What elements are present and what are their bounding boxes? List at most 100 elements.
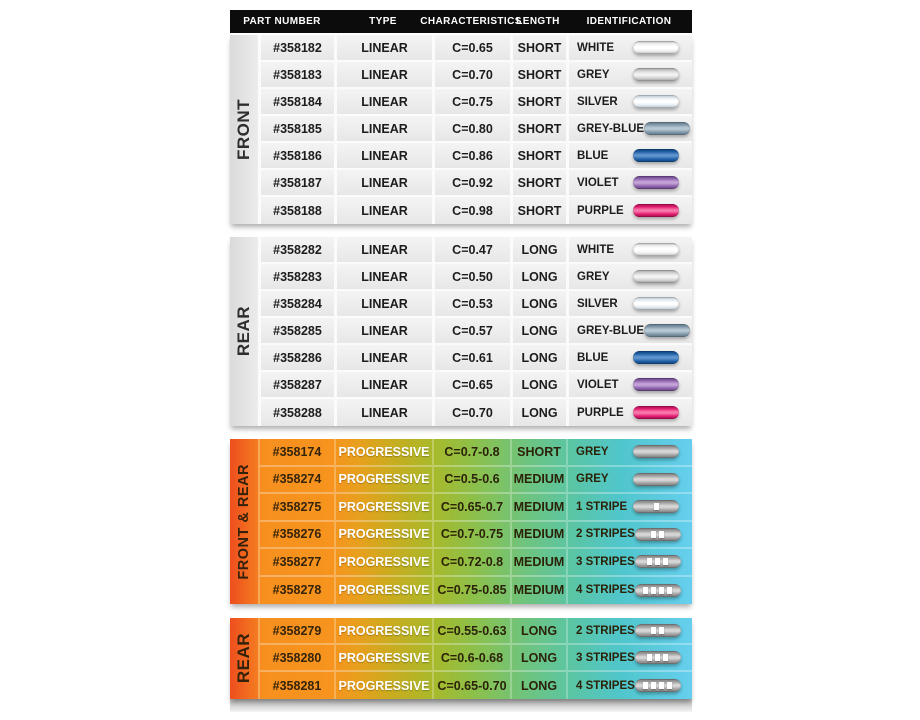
spring-icon-silver xyxy=(633,297,679,310)
cell-characteristics: C=0.65-0.70 xyxy=(432,672,510,699)
identification-label: GREY xyxy=(576,445,609,458)
spring-icon-proggrey-1-stripes xyxy=(633,500,679,514)
header-cell-identification: IDENTIFICATION xyxy=(586,16,672,27)
cell-characteristics: C=0.7-0.75 xyxy=(432,521,510,549)
identification-label: GREY xyxy=(577,68,610,81)
identification-label: 2 STRIPES xyxy=(576,624,635,637)
cell-part-number: #358282 xyxy=(258,237,334,264)
cell-identification: GREY-BLUE xyxy=(566,116,692,143)
stripe-mark xyxy=(663,654,669,661)
header-cell-length: LENGTH xyxy=(516,16,560,27)
stripe-mark xyxy=(651,530,657,538)
cell-characteristics: C=0.80 xyxy=(432,116,510,143)
cell-type: PROGRESSIVE xyxy=(334,521,432,549)
cell-part-number: #358284 xyxy=(258,291,334,318)
identification-label: 3 STRIPES xyxy=(576,651,635,664)
cell-identification: BLUE xyxy=(566,143,692,170)
cell-length: SHORT xyxy=(510,170,566,197)
cell-type: LINEAR xyxy=(334,35,432,62)
identification-label: BLUE xyxy=(577,149,609,162)
parts-table: PART NUMBER TYPE CHARACTERISTICS LENGTH IDEN… xyxy=(230,10,692,712)
cell-part-number: #358286 xyxy=(258,345,334,372)
identification-label: GREY xyxy=(576,473,609,486)
cell-characteristics: C=0.65 xyxy=(432,35,510,62)
cell-identification: 4 STRIPES xyxy=(566,576,692,604)
cell-type: PROGRESSIVE xyxy=(334,466,432,494)
cell-length: SHORT xyxy=(510,143,566,170)
cell-identification: 2 STRIPES xyxy=(566,521,692,549)
header-cell-part-number: PART NUMBER xyxy=(243,16,321,27)
cell-length: SHORT xyxy=(510,439,566,467)
table-body: FRONT #358182 LINEAR C=0.65 SHORT WHITE #35818… xyxy=(230,35,692,699)
identification-label: WHITE xyxy=(577,243,615,256)
stripe-mark xyxy=(667,682,673,689)
cell-type: LINEAR xyxy=(334,89,432,116)
section-label: REAR xyxy=(230,237,258,426)
identification-label: GREY-BLUE xyxy=(577,122,645,135)
cell-characteristics: C=0.86 xyxy=(432,143,510,170)
cell-characteristics: C=0.50 xyxy=(432,264,510,291)
cell-part-number: #358279 xyxy=(258,618,334,645)
spring-icon-grey xyxy=(633,68,679,81)
table-footer-bar xyxy=(230,699,692,712)
cell-part-number: #358174 xyxy=(258,439,334,467)
cell-part-number: #358274 xyxy=(258,466,334,494)
section-label: FRONT & REAR xyxy=(230,439,258,604)
cell-identification: GREY xyxy=(566,466,692,494)
cell-part-number: #358276 xyxy=(258,521,334,549)
identification-label: SILVER xyxy=(577,95,618,108)
stripe-mark xyxy=(659,682,665,689)
cell-length: MEDIUM xyxy=(510,466,566,494)
section-label: FRONT xyxy=(230,35,258,224)
section-rear-1: REAR #358282 LINEAR C=0.47 LONG WHITE #358283 L… xyxy=(230,237,692,426)
cell-length: LONG xyxy=(510,345,566,372)
section-label-text: FRONT xyxy=(234,98,253,161)
cell-identification: VIOLET xyxy=(566,170,692,197)
spring-icon-proggrey xyxy=(633,472,679,486)
section-front-rear-2: FRONT & REAR #358174 PROGRESSIVE C=0.7-0.8 S… xyxy=(230,439,692,604)
cell-type: LINEAR xyxy=(334,62,432,89)
cell-characteristics: C=0.47 xyxy=(432,237,510,264)
stripe-mark xyxy=(647,654,653,661)
cell-type: LINEAR xyxy=(334,345,432,372)
identification-label: 1 STRIPE xyxy=(576,500,628,513)
section-label-text: REAR xyxy=(234,633,253,684)
cell-type: LINEAR xyxy=(334,399,432,426)
cell-identification: SILVER xyxy=(566,89,692,116)
cell-part-number: #358287 xyxy=(258,372,334,399)
cell-type: PROGRESSIVE xyxy=(334,494,432,522)
spring-icon-grey xyxy=(633,270,679,283)
section-rear-3: REAR #358279 PROGRESSIVE C=0.55-0.63 LONG 2 S… xyxy=(230,618,692,699)
cell-part-number: #358182 xyxy=(258,35,334,62)
cell-part-number: #358283 xyxy=(258,264,334,291)
cell-characteristics: C=0.7-0.8 xyxy=(432,439,510,467)
identification-label: 4 STRIPES xyxy=(576,584,635,597)
section-front-0: FRONT #358182 LINEAR C=0.65 SHORT WHITE #35818… xyxy=(230,35,692,224)
cell-type: PROGRESSIVE xyxy=(334,549,432,577)
cell-identification: WHITE xyxy=(566,35,692,62)
spring-icon-blue xyxy=(633,149,679,162)
cell-part-number: #358277 xyxy=(258,549,334,577)
spring-icon-purple xyxy=(633,406,679,419)
cell-part-number: #358288 xyxy=(258,399,334,426)
cell-type: LINEAR xyxy=(334,264,432,291)
identification-label: PURPLE xyxy=(577,204,624,217)
cell-length: MEDIUM xyxy=(510,576,566,604)
cell-type: PROGRESSIVE xyxy=(334,672,432,699)
cell-part-number: #358186 xyxy=(258,143,334,170)
identification-label: PURPLE xyxy=(577,406,624,419)
cell-identification: GREY xyxy=(566,439,692,467)
cell-characteristics: C=0.75 xyxy=(432,89,510,116)
cell-part-number: #358185 xyxy=(258,116,334,143)
identification-label: VIOLET xyxy=(577,176,619,189)
stripe-mark xyxy=(651,627,657,634)
cell-part-number: #358281 xyxy=(258,672,334,699)
cell-part-number: #358184 xyxy=(258,89,334,116)
stripe-mark xyxy=(651,586,657,594)
spring-icon-greyblue xyxy=(644,122,691,135)
spring-icon-proggrey-2-stripes xyxy=(634,527,681,541)
cell-identification: 1 STRIPE xyxy=(566,494,692,522)
cell-type: PROGRESSIVE xyxy=(334,439,432,467)
cell-identification: GREY xyxy=(566,264,692,291)
cell-characteristics: C=0.92 xyxy=(432,170,510,197)
